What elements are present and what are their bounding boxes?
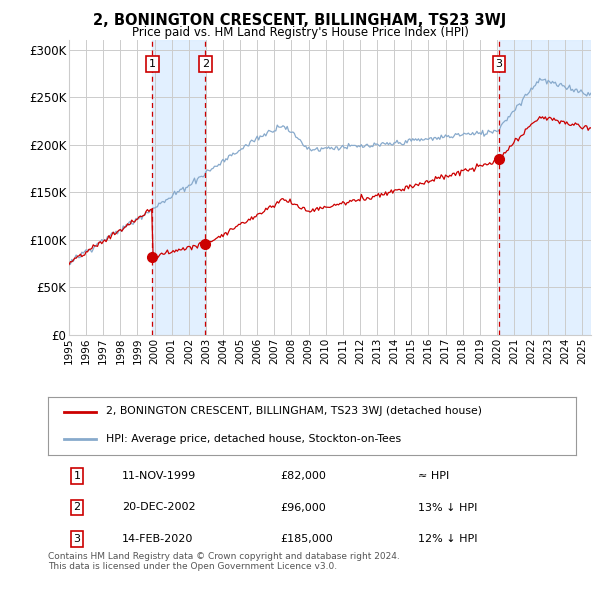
Text: 1: 1	[149, 59, 156, 69]
Text: 14-FEB-2020: 14-FEB-2020	[122, 534, 193, 544]
Text: Contains HM Land Registry data © Crown copyright and database right 2024.
This d: Contains HM Land Registry data © Crown c…	[48, 552, 400, 571]
Text: Price paid vs. HM Land Registry's House Price Index (HPI): Price paid vs. HM Land Registry's House …	[131, 26, 469, 39]
Text: 2, BONINGTON CRESCENT, BILLINGHAM, TS23 3WJ (detached house): 2, BONINGTON CRESCENT, BILLINGHAM, TS23 …	[106, 407, 482, 417]
Text: 11-NOV-1999: 11-NOV-1999	[122, 471, 196, 481]
Text: 2: 2	[73, 503, 80, 513]
Bar	[499, 40, 591, 335]
Text: £82,000: £82,000	[280, 471, 326, 481]
Text: £96,000: £96,000	[280, 503, 326, 513]
Bar	[152, 40, 205, 335]
Text: 12% ↓ HPI: 12% ↓ HPI	[418, 534, 477, 544]
Text: 2: 2	[202, 59, 209, 69]
Text: 3: 3	[496, 59, 502, 69]
Text: 20-DEC-2002: 20-DEC-2002	[122, 503, 196, 513]
Text: 1: 1	[74, 471, 80, 481]
Text: ≈ HPI: ≈ HPI	[418, 471, 449, 481]
Text: £185,000: £185,000	[280, 534, 333, 544]
Text: 3: 3	[74, 534, 80, 544]
Text: HPI: Average price, detached house, Stockton-on-Tees: HPI: Average price, detached house, Stoc…	[106, 434, 401, 444]
Text: 2, BONINGTON CRESCENT, BILLINGHAM, TS23 3WJ: 2, BONINGTON CRESCENT, BILLINGHAM, TS23 …	[94, 13, 506, 28]
Text: 13% ↓ HPI: 13% ↓ HPI	[418, 503, 477, 513]
